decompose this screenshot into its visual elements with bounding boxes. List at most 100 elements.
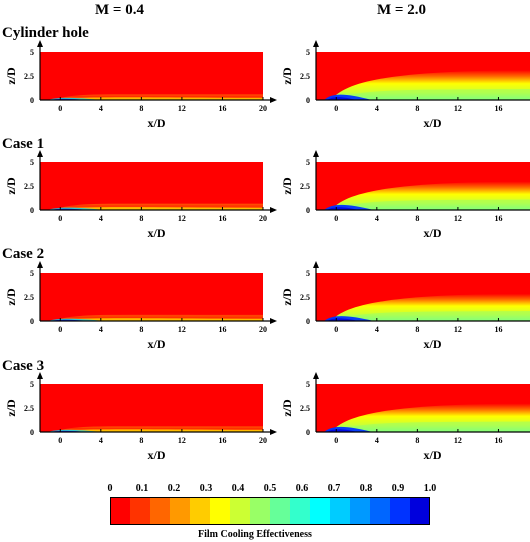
x-axis-arrow: [270, 429, 277, 435]
x-axis-arrow: [270, 207, 277, 213]
y-tick-label: 5: [30, 158, 34, 167]
x-tick-label: 16: [218, 325, 226, 334]
colorbar-swatch: [390, 497, 411, 525]
colorbar-swatch: [330, 497, 351, 525]
y-axis-label: z/D: [280, 288, 294, 306]
row-label-case-2: Case 2: [2, 246, 45, 262]
x-tick-label: 16: [218, 436, 226, 445]
column-header-m20: M = 2.0: [377, 2, 426, 18]
colorbar-tick-label: 0.6: [295, 483, 309, 494]
colorbar-swatch: [230, 497, 251, 525]
x-tick-label: 12: [454, 104, 462, 113]
y-axis-label: z/D: [4, 67, 18, 85]
y-tick-label: 5: [30, 269, 34, 278]
x-tick-label: 8: [139, 214, 143, 223]
colorbar-swatch: [130, 497, 151, 525]
colorbar-swatch: [250, 497, 271, 525]
field-background: [40, 273, 263, 321]
colorbar-swatch: [110, 497, 131, 525]
x-tick-label: 12: [178, 436, 186, 445]
y-axis-arrow: [313, 40, 319, 47]
y-tick-label: 2.5: [300, 72, 310, 81]
column-header-m04: M = 0.4: [95, 2, 144, 18]
x-tick-label: 12: [178, 325, 186, 334]
x-tick-label: 20: [259, 104, 267, 113]
colorbar-border: [110, 497, 430, 525]
x-tick-label: 0: [58, 214, 62, 223]
y-axis-label: z/D: [280, 67, 294, 85]
x-tick-label: 4: [375, 325, 379, 334]
x-tick-label: 16: [494, 104, 502, 113]
colorbar-tick-label: 0.3: [199, 483, 213, 494]
x-tick-label: 0: [334, 436, 338, 445]
y-axis-arrow: [313, 261, 319, 268]
colorbar-swatch: [210, 497, 231, 525]
jet-core-inner: [327, 318, 359, 321]
x-tick-label: 0: [334, 214, 338, 223]
x-tick-label: 8: [415, 214, 419, 223]
x-tick-label: 20: [259, 214, 267, 223]
x-axis-label: x/D: [148, 226, 166, 240]
colorbar-swatch: [350, 497, 371, 525]
field-background: [40, 162, 263, 210]
y-tick-label: 5: [30, 48, 34, 57]
colorbar-tick-label: 0.4: [231, 483, 245, 494]
field-background: [40, 52, 263, 100]
x-tick-label: 16: [494, 325, 502, 334]
mid-band: [60, 207, 263, 210]
x-tick-label: 4: [99, 104, 103, 113]
y-tick-label: 5: [306, 48, 310, 57]
panel-case-1-m04: 0 4 8 12 16 20 0 2.5 5 x/D z/D: [4, 150, 277, 240]
x-tick-label: 8: [415, 325, 419, 334]
panel-cylinder-hole-m04: 0 4 8 12 16 20 0 2.5 5 x/D z/D: [4, 40, 277, 130]
y-tick-label: 2.5: [300, 293, 310, 302]
y-tick-label: 0: [306, 206, 310, 215]
colorbar-swatch: [170, 497, 191, 525]
x-axis-arrow: [270, 318, 277, 324]
y-tick-label: 2.5: [300, 404, 310, 413]
y-tick-label: 5: [306, 158, 310, 167]
y-tick-label: 2.5: [24, 293, 34, 302]
colorbar-swatch: [270, 497, 291, 525]
y-tick-label: 2.5: [24, 182, 34, 191]
x-tick-label: 8: [139, 325, 143, 334]
x-tick-label: 12: [178, 214, 186, 223]
x-tick-label: 0: [58, 104, 62, 113]
y-axis-arrow: [37, 40, 43, 47]
x-tick-label: 8: [139, 104, 143, 113]
x-tick-label: 8: [415, 104, 419, 113]
x-tick-label: 0: [58, 436, 62, 445]
y-tick-label: 0: [306, 317, 310, 326]
y-axis-label: z/D: [4, 288, 18, 306]
y-tick-label: 0: [30, 96, 34, 105]
x-tick-label: 8: [139, 436, 143, 445]
y-tick-label: 0: [30, 317, 34, 326]
y-tick-label: 5: [306, 269, 310, 278]
mid-band: [60, 318, 263, 321]
x-tick-label: 0: [58, 325, 62, 334]
x-tick-label: 12: [178, 104, 186, 113]
colorbar-swatch: [290, 497, 311, 525]
mid-band: [336, 199, 530, 210]
y-axis-label: z/D: [4, 399, 18, 417]
jet-core-inner: [327, 207, 359, 210]
mid-band: [60, 97, 263, 100]
x-tick-label: 20: [259, 436, 267, 445]
mid-band: [336, 89, 530, 100]
x-tick-label: 12: [454, 214, 462, 223]
y-axis-label: z/D: [280, 177, 294, 195]
x-tick-label: 16: [218, 104, 226, 113]
colorbar-tick-label: 0.7: [327, 483, 341, 494]
y-axis-arrow: [313, 372, 319, 379]
colorbar-swatch: [310, 497, 331, 525]
colorbar: [110, 497, 430, 525]
x-tick-label: 20: [259, 325, 267, 334]
x-tick-label: 4: [375, 436, 379, 445]
x-tick-label: 4: [375, 104, 379, 113]
x-axis-label: x/D: [148, 337, 166, 351]
x-tick-label: 12: [454, 436, 462, 445]
